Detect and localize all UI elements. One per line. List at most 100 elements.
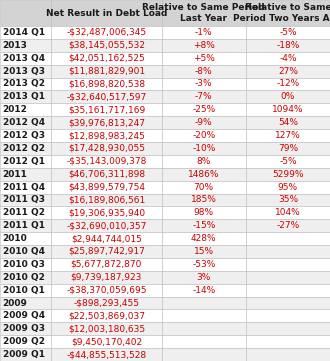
Text: -$32,640,517,597: -$32,640,517,597 xyxy=(66,92,147,101)
Text: $19,306,935,940: $19,306,935,940 xyxy=(68,208,145,217)
Text: $12,003,180,635: $12,003,180,635 xyxy=(68,324,145,333)
Text: -$32,690,010,357: -$32,690,010,357 xyxy=(66,221,147,230)
Text: $5,677,872,870: $5,677,872,870 xyxy=(71,260,142,269)
Bar xyxy=(0,26,51,39)
Bar xyxy=(162,78,246,90)
Bar xyxy=(51,219,162,232)
Bar xyxy=(162,348,246,361)
Text: $2,944,744,015: $2,944,744,015 xyxy=(71,234,142,243)
Text: 98%: 98% xyxy=(194,208,214,217)
Bar xyxy=(162,271,246,284)
Text: 2010 Q3: 2010 Q3 xyxy=(3,260,45,269)
Bar xyxy=(0,309,51,322)
Bar xyxy=(246,245,330,258)
Bar xyxy=(0,335,51,348)
Bar xyxy=(246,90,330,103)
Bar xyxy=(0,348,51,361)
Bar xyxy=(51,322,162,335)
Text: $9,739,187,923: $9,739,187,923 xyxy=(71,273,142,282)
Bar xyxy=(0,78,51,90)
Bar xyxy=(162,284,246,297)
Text: Relative to Same Period
Last Year: Relative to Same Period Last Year xyxy=(143,3,265,23)
Bar xyxy=(0,232,51,245)
Text: +8%: +8% xyxy=(193,41,215,50)
Text: 1094%: 1094% xyxy=(272,105,304,114)
Text: 2009 Q4: 2009 Q4 xyxy=(3,312,45,321)
Bar xyxy=(51,193,162,206)
Bar xyxy=(162,155,246,168)
Bar xyxy=(51,348,162,361)
Text: -12%: -12% xyxy=(276,79,300,88)
Text: -53%: -53% xyxy=(192,260,215,269)
Bar xyxy=(246,129,330,142)
Text: -$35,143,009,378: -$35,143,009,378 xyxy=(66,157,147,166)
Text: 95%: 95% xyxy=(278,183,298,192)
Text: 35%: 35% xyxy=(278,195,298,204)
Bar xyxy=(162,52,246,65)
Text: 428%: 428% xyxy=(191,234,216,243)
Text: 2009 Q1: 2009 Q1 xyxy=(3,350,45,359)
Bar xyxy=(0,129,51,142)
Bar xyxy=(246,52,330,65)
Text: 2011 Q1: 2011 Q1 xyxy=(3,221,45,230)
Bar xyxy=(0,258,51,271)
Text: -18%: -18% xyxy=(276,41,300,50)
Bar xyxy=(0,219,51,232)
Text: 3%: 3% xyxy=(197,273,211,282)
Bar xyxy=(51,90,162,103)
Text: -25%: -25% xyxy=(192,105,215,114)
Bar xyxy=(162,297,246,309)
Bar xyxy=(246,155,330,168)
Text: -$898,293,455: -$898,293,455 xyxy=(73,299,140,308)
Bar xyxy=(162,180,246,193)
Text: $11,881,829,901: $11,881,829,901 xyxy=(68,66,145,75)
Bar xyxy=(246,116,330,129)
Text: 2012 Q1: 2012 Q1 xyxy=(3,157,45,166)
Bar xyxy=(162,26,246,39)
Bar xyxy=(0,103,51,116)
Bar xyxy=(0,52,51,65)
Bar xyxy=(51,0,162,26)
Text: 2011 Q2: 2011 Q2 xyxy=(3,208,45,217)
Bar xyxy=(162,232,246,245)
Text: -$44,855,513,528: -$44,855,513,528 xyxy=(66,350,147,359)
Text: 2013 Q1: 2013 Q1 xyxy=(3,92,45,101)
Bar xyxy=(246,26,330,39)
Text: 27%: 27% xyxy=(278,66,298,75)
Bar xyxy=(246,65,330,78)
Bar xyxy=(246,206,330,219)
Bar xyxy=(51,335,162,348)
Bar xyxy=(0,271,51,284)
Bar xyxy=(0,245,51,258)
Text: $38,145,055,532: $38,145,055,532 xyxy=(68,41,145,50)
Bar xyxy=(0,284,51,297)
Bar xyxy=(0,155,51,168)
Text: -5%: -5% xyxy=(279,157,297,166)
Bar xyxy=(0,39,51,52)
Text: $46,706,311,898: $46,706,311,898 xyxy=(68,170,145,179)
Text: $17,428,930,055: $17,428,930,055 xyxy=(68,144,145,153)
Bar xyxy=(51,39,162,52)
Bar xyxy=(0,180,51,193)
Text: $25,897,742,917: $25,897,742,917 xyxy=(68,247,145,256)
Bar xyxy=(51,129,162,142)
Bar xyxy=(246,168,330,180)
Bar xyxy=(162,129,246,142)
Text: 2011 Q4: 2011 Q4 xyxy=(3,183,45,192)
Bar xyxy=(51,258,162,271)
Bar xyxy=(162,0,246,26)
Text: $39,976,813,247: $39,976,813,247 xyxy=(68,118,145,127)
Text: 2010 Q2: 2010 Q2 xyxy=(3,273,45,282)
Bar xyxy=(51,116,162,129)
Text: -8%: -8% xyxy=(195,66,213,75)
Bar xyxy=(51,271,162,284)
Text: 70%: 70% xyxy=(194,183,214,192)
Text: 2012 Q4: 2012 Q4 xyxy=(3,118,45,127)
Text: 2010 Q4: 2010 Q4 xyxy=(3,247,45,256)
Text: 0%: 0% xyxy=(281,92,295,101)
Bar xyxy=(246,219,330,232)
Bar xyxy=(51,297,162,309)
Bar xyxy=(246,193,330,206)
Text: 2013: 2013 xyxy=(3,41,27,50)
Bar xyxy=(51,309,162,322)
